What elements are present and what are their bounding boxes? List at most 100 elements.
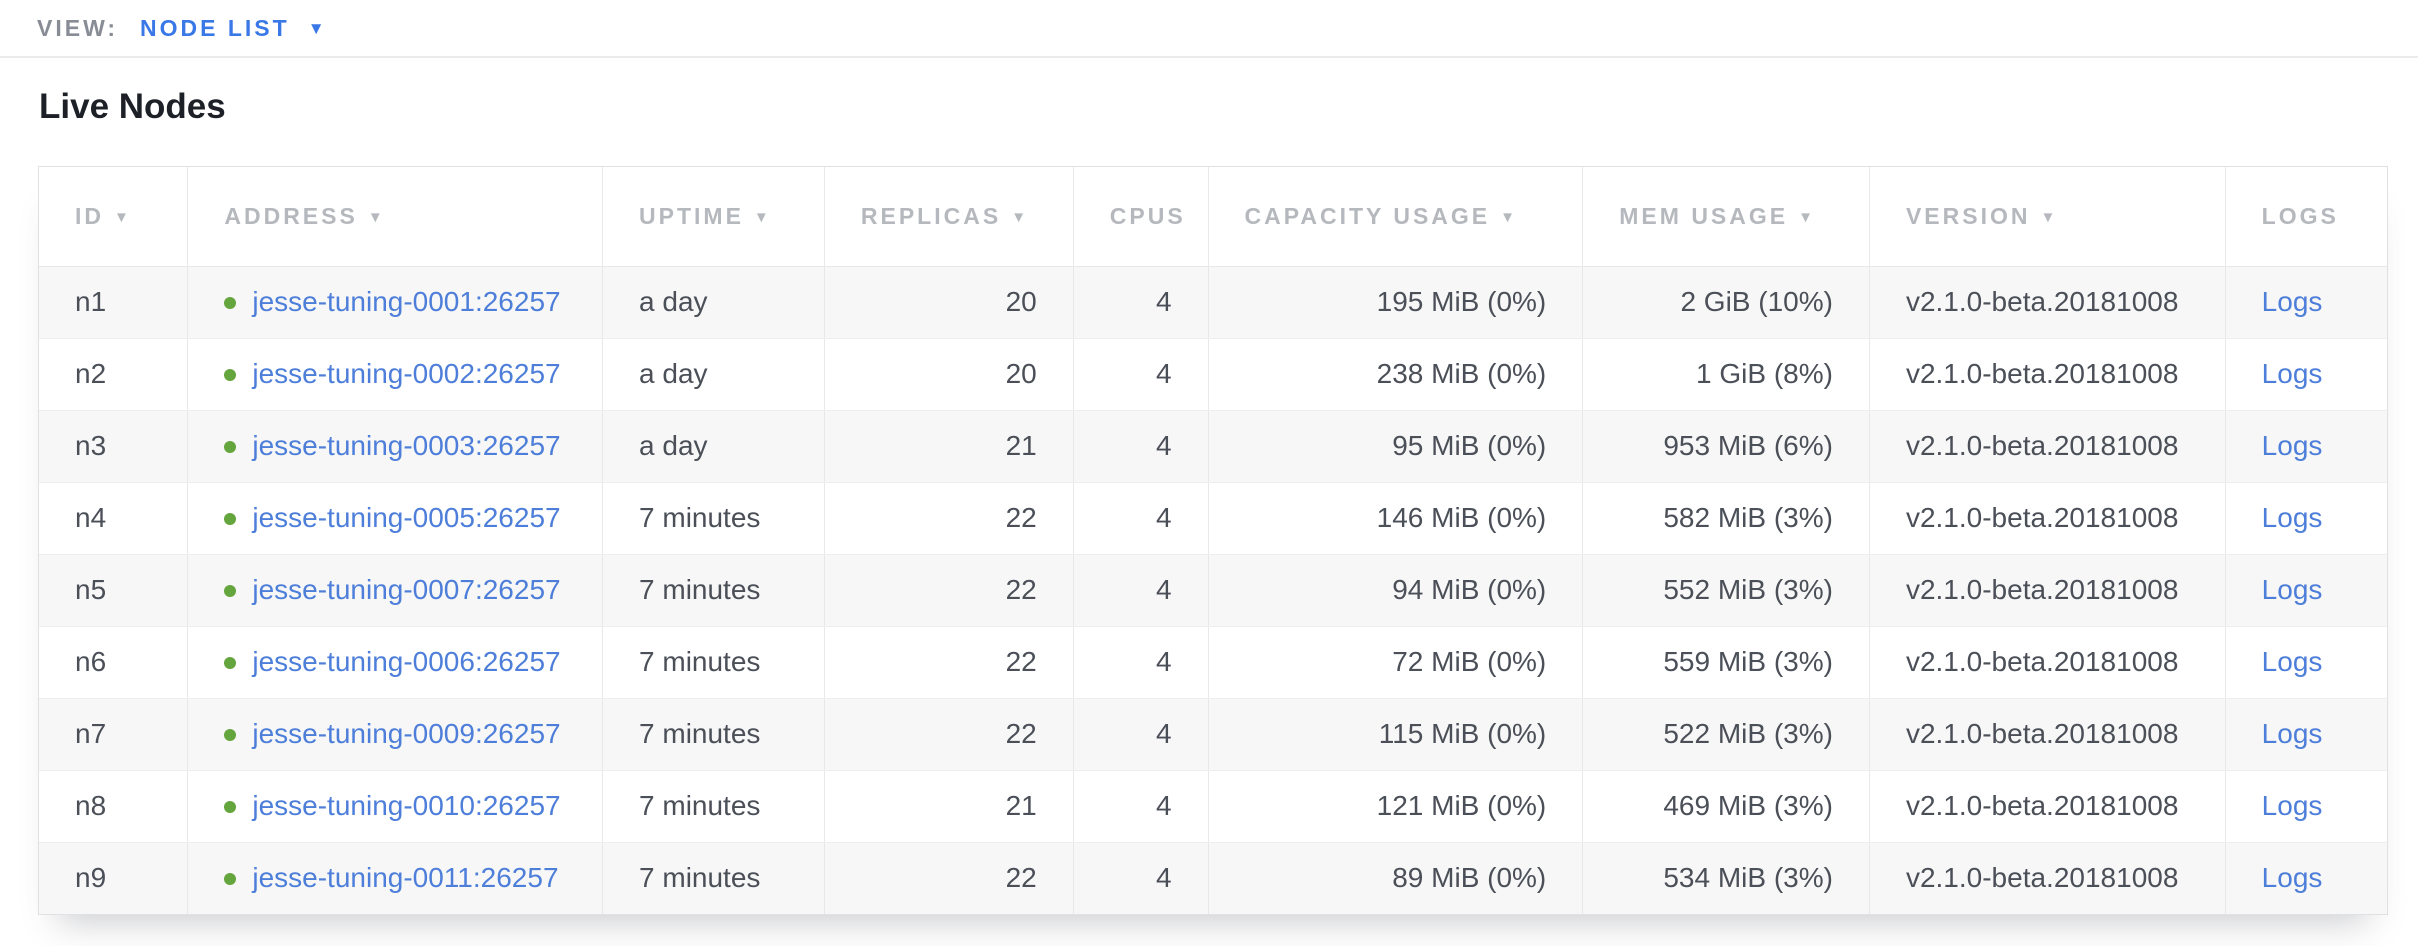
cell-logs: Logs	[2225, 770, 2387, 843]
logs-link[interactable]: Logs	[2261, 502, 2323, 533]
logs-link[interactable]: Logs	[2261, 430, 2323, 461]
cell-replicas: 22	[824, 842, 1074, 914]
node-address-link[interactable]: jesse-tuning-0010:26257	[252, 790, 561, 821]
cell-replicas: 20	[824, 338, 1074, 411]
cell-id: n5	[39, 554, 189, 627]
logs-link[interactable]: Logs	[2261, 286, 2323, 317]
cell-uptime: 7 minutes	[602, 554, 825, 627]
logs-link[interactable]: Logs	[2261, 718, 2323, 749]
cell-version: v2.1.0-beta.20181008	[1869, 482, 2226, 555]
sort-desc-icon: ▼	[1500, 208, 1519, 226]
sort-desc-icon: ▼	[114, 208, 132, 226]
dropdown-caret-icon: ▼	[307, 19, 325, 38]
node-row-n7: n7 jesse-tuning-0009:26257 7 minutes 22 4 115…	[39, 698, 2387, 771]
node-address-link[interactable]: jesse-tuning-0005:26257	[252, 502, 561, 533]
cell-cpus: 4	[1073, 410, 1209, 483]
column-header-capacity[interactable]: CAPACITY USAGE ▼	[1208, 167, 1584, 267]
cell-cpus: 4	[1073, 338, 1209, 411]
node-row-n8: n8 jesse-tuning-0010:26257 7 minutes 21 4 121…	[39, 770, 2387, 843]
logs-link[interactable]: Logs	[2261, 574, 2323, 605]
cell-uptime: a day	[602, 410, 825, 483]
cell-capacity: 72 MiB (0%)	[1208, 626, 1584, 699]
cell-logs: Logs	[2225, 698, 2387, 771]
cell-id: n8	[39, 770, 189, 843]
cell-version: v2.1.0-beta.20181008	[1869, 626, 2226, 699]
cell-id: n2	[39, 338, 189, 411]
cell-cpus: 4	[1073, 482, 1209, 555]
cell-version: v2.1.0-beta.20181008	[1869, 698, 2226, 771]
node-row-n5: n5 jesse-tuning-0007:26257 7 minutes 22 4 94 …	[39, 554, 2387, 627]
logs-link[interactable]: Logs	[2261, 790, 2323, 821]
page-title: Live Nodes	[39, 87, 226, 126]
view-selector-dropdown[interactable]: NODE LIST ▼	[140, 15, 325, 42]
node-address-link[interactable]: jesse-tuning-0007:26257	[252, 574, 561, 605]
cell-address: jesse-tuning-0001:26257	[187, 266, 604, 339]
cell-mem: 953 MiB (6%)	[1582, 410, 1870, 483]
cell-replicas: 22	[824, 554, 1074, 627]
node-address-link[interactable]: jesse-tuning-0002:26257	[252, 358, 561, 389]
node-live-status-icon	[224, 729, 237, 741]
node-live-status-icon	[224, 801, 237, 813]
column-header-label: LOGS	[2261, 202, 2339, 229]
cell-mem: 522 MiB (3%)	[1582, 698, 1870, 771]
cell-replicas: 21	[824, 410, 1074, 483]
sort-desc-icon: ▼	[1011, 208, 1030, 226]
cell-replicas: 21	[824, 770, 1074, 843]
cell-mem: 2 GiB (10%)	[1582, 266, 1870, 339]
cell-capacity: 115 MiB (0%)	[1208, 698, 1584, 771]
node-address-link[interactable]: jesse-tuning-0009:26257	[252, 718, 561, 749]
live-nodes-table-container: ID ▼ ADDRESS ▼ UPTIME ▼ REPLICAS ▼ CPUS CAPACITY …	[38, 166, 2388, 915]
sort-desc-icon: ▼	[367, 208, 386, 226]
cell-uptime: 7 minutes	[602, 770, 825, 843]
cell-address: jesse-tuning-0003:26257	[187, 410, 604, 483]
cell-address: jesse-tuning-0005:26257	[187, 482, 604, 555]
column-header-uptime[interactable]: UPTIME ▼	[602, 167, 825, 267]
table-header-row: ID ▼ ADDRESS ▼ UPTIME ▼ REPLICAS ▼ CPUS CAPACITY …	[39, 167, 2387, 267]
cell-replicas: 22	[824, 698, 1074, 771]
column-header-label: CAPACITY USAGE	[1244, 202, 1491, 229]
logs-link[interactable]: Logs	[2261, 646, 2323, 677]
column-header-address[interactable]: ADDRESS ▼	[187, 167, 604, 267]
cell-logs: Logs	[2225, 266, 2387, 339]
node-row-n2: n2 jesse-tuning-0002:26257 a day 20 4 238 MiB…	[39, 338, 2387, 411]
column-header-label: UPTIME	[639, 202, 744, 229]
cell-capacity: 95 MiB (0%)	[1208, 410, 1584, 483]
node-address-link[interactable]: jesse-tuning-0011:26257	[252, 862, 559, 894]
node-live-status-icon	[224, 369, 237, 381]
logs-link[interactable]: Logs	[2261, 358, 2323, 389]
cell-version: v2.1.0-beta.20181008	[1869, 770, 2226, 843]
cell-mem: 534 MiB (3%)	[1582, 842, 1870, 914]
column-header-mem[interactable]: MEM USAGE ▼	[1582, 167, 1870, 267]
cell-cpus: 4	[1073, 698, 1209, 771]
cell-address: jesse-tuning-0011:26257	[187, 842, 604, 914]
logs-link[interactable]: Logs	[2261, 862, 2323, 894]
node-address-link[interactable]: jesse-tuning-0003:26257	[252, 430, 561, 461]
node-row-n3: n3 jesse-tuning-0003:26257 a day 21 4 95 MiB …	[39, 410, 2387, 483]
column-header-replicas[interactable]: REPLICAS ▼	[824, 167, 1074, 267]
cell-uptime: 7 minutes	[602, 626, 825, 699]
sort-desc-icon: ▼	[2040, 208, 2059, 226]
cell-uptime: 7 minutes	[602, 482, 825, 555]
column-header-cpus: CPUS	[1073, 167, 1209, 267]
cell-mem: 469 MiB (3%)	[1582, 770, 1870, 843]
cell-id: n7	[39, 698, 189, 771]
cell-replicas: 22	[824, 626, 1074, 699]
live-nodes-table: ID ▼ ADDRESS ▼ UPTIME ▼ REPLICAS ▼ CPUS CAPACITY …	[39, 167, 2387, 914]
cell-capacity: 146 MiB (0%)	[1208, 482, 1584, 555]
column-header-version[interactable]: VERSION ▼	[1869, 167, 2226, 267]
cell-logs: Logs	[2225, 410, 2387, 483]
node-live-status-icon	[224, 513, 237, 525]
cell-capacity: 195 MiB (0%)	[1208, 266, 1584, 339]
cell-cpus: 4	[1073, 554, 1209, 627]
cell-capacity: 121 MiB (0%)	[1208, 770, 1584, 843]
cell-uptime: 7 minutes	[602, 842, 825, 914]
cell-version: v2.1.0-beta.20181008	[1869, 554, 2226, 627]
node-address-link[interactable]: jesse-tuning-0006:26257	[252, 646, 561, 677]
column-header-id[interactable]: ID ▼	[39, 167, 189, 267]
cell-mem: 1 GiB (8%)	[1582, 338, 1870, 411]
cell-capacity: 94 MiB (0%)	[1208, 554, 1584, 627]
cell-uptime: 7 minutes	[602, 698, 825, 771]
node-address-link[interactable]: jesse-tuning-0001:26257	[252, 286, 561, 317]
column-header-label: ADDRESS	[224, 202, 358, 229]
cell-mem: 552 MiB (3%)	[1582, 554, 1870, 627]
